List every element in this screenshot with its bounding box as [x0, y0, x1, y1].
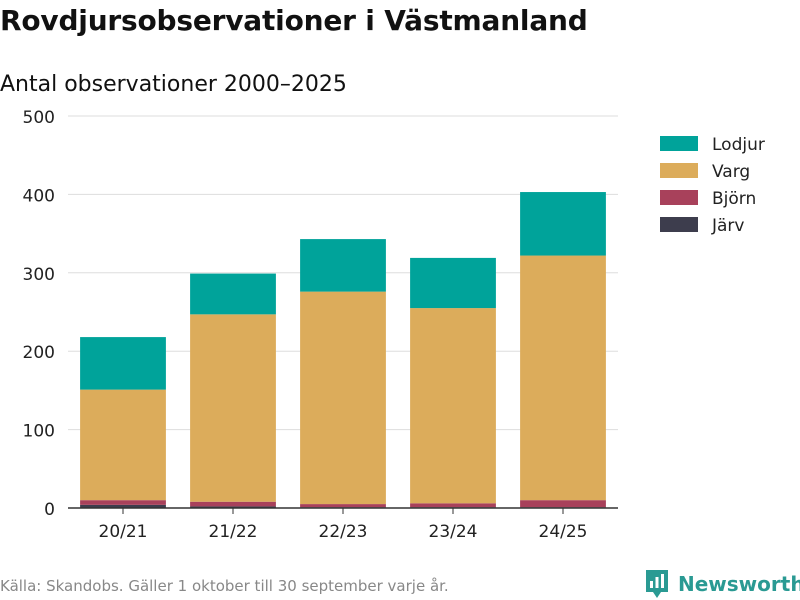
y-tick-label: 0	[44, 500, 55, 520]
legend-label-björn: Björn	[712, 189, 756, 209]
x-tick-label: 20/21	[99, 522, 148, 542]
legend-swatch-lodjur	[660, 136, 698, 151]
bar-segment-lodjur	[300, 239, 386, 292]
bar-segment-varg	[520, 255, 606, 501]
source-note: Källa: Skandobs. Gäller 1 oktober till 3…	[0, 577, 449, 595]
bar-segment-järv	[190, 506, 276, 508]
newsworthy-logo-icon	[646, 570, 668, 598]
bar-segment-varg	[80, 389, 166, 501]
legend: Lodjur Varg Björn Järv	[660, 135, 765, 236]
bar-segment-lodjur	[410, 257, 496, 309]
brand-logo: Newsworthy	[644, 568, 800, 600]
legend-swatch-järv	[660, 217, 698, 232]
chart-subtitle: Antal observationer 2000–2025	[0, 72, 347, 97]
page-title: Rovdjursobservationer i Västmanland	[0, 4, 588, 37]
bar-segment-lodjur	[80, 337, 166, 390]
bar-segment-björn	[300, 504, 386, 508]
bar-segment-björn	[520, 500, 606, 508]
x-tick-label: 23/24	[429, 522, 478, 542]
bar-segment-varg	[190, 314, 276, 502]
bar-segment-lodjur	[520, 192, 606, 256]
bar-segment-björn	[410, 503, 496, 508]
y-tick-label: 400	[23, 186, 55, 206]
legend-label-lodjur: Lodjur	[712, 135, 765, 155]
bar-segment-björn	[80, 500, 166, 505]
bars	[80, 192, 606, 508]
bar-segment-lodjur	[190, 273, 276, 315]
bar-segment-björn	[190, 501, 276, 507]
bar-segment-järv	[80, 504, 166, 508]
y-tick-label: 500	[23, 108, 55, 128]
legend-label-varg: Varg	[712, 162, 750, 182]
legend-swatch-björn	[660, 190, 698, 205]
y-tick-label: 300	[23, 265, 55, 285]
y-tick-label: 100	[23, 422, 55, 442]
x-tick-label: 21/22	[209, 522, 258, 542]
x-tick-label: 24/25	[539, 522, 588, 542]
x-tick-label: 22/23	[319, 522, 368, 542]
y-tick-label: 200	[23, 343, 55, 363]
bar-segment-varg	[300, 291, 386, 505]
x-axis: 20/21 21/22 22/23 23/24 24/25	[68, 507, 618, 542]
brand-name: Newsworthy	[678, 572, 800, 596]
bar-segment-varg	[410, 308, 496, 504]
legend-swatch-varg	[660, 163, 698, 178]
legend-label-järv: Järv	[711, 216, 744, 236]
